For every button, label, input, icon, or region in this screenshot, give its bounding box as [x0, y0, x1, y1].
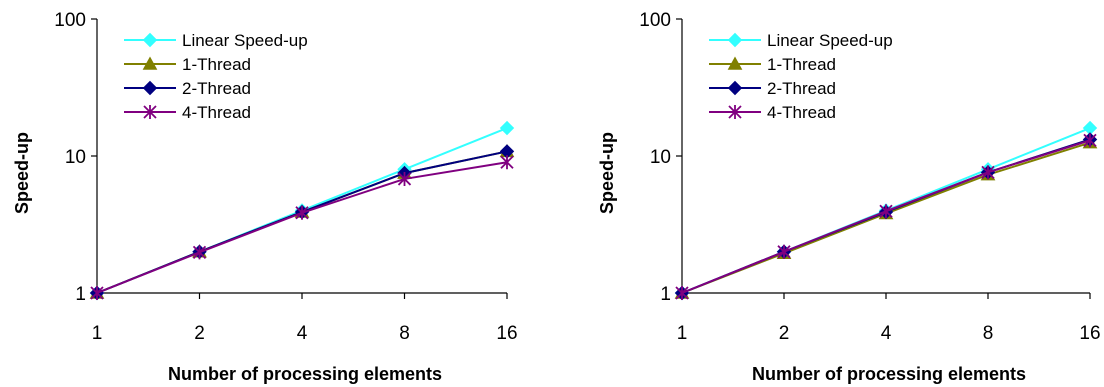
legend-marker — [727, 80, 743, 96]
y-tick-label: 10 — [650, 147, 671, 168]
chart-2: 1 10 100 1 2 4 8 16 Number of processing element… — [597, 10, 1101, 384]
data-point — [1083, 133, 1097, 148]
data-point — [90, 286, 104, 300]
x-axis-title: Number of processing elements — [752, 364, 1026, 384]
legend-label: 1-Thread — [182, 55, 251, 74]
x-tick-label: 1 — [677, 323, 688, 344]
x-tick-label: 8 — [399, 323, 410, 344]
legend-label: 1-Thread — [767, 55, 836, 74]
x-tick-label: 2 — [779, 323, 790, 344]
y-tick-label: 1 — [660, 284, 671, 305]
chart-1: 1 10 100 1 2 4 8 16 Number of processing element… — [12, 10, 518, 384]
data-point — [397, 171, 412, 186]
y-tick-label: 100 — [54, 10, 86, 31]
legend-label: Linear Speed-up — [182, 31, 308, 50]
legend-item: 1-Thread — [709, 55, 836, 74]
x-tick-label: 16 — [1079, 323, 1100, 344]
legend-label: 2-Thread — [767, 79, 836, 98]
legend-label: 4-Thread — [182, 103, 251, 122]
legend: Linear Speed-up 1-Thread 2-Thread 4-Thread — [124, 31, 308, 122]
legend-item: 2-Thread — [709, 79, 836, 98]
legend-marker — [728, 105, 742, 119]
legend-item: Linear Speed-up — [709, 31, 893, 50]
legend-marker — [143, 105, 157, 119]
x-tick-label: 1 — [92, 323, 103, 344]
x-tick-label: 2 — [194, 323, 205, 344]
legend-marker — [142, 80, 158, 96]
series-1-thread — [89, 143, 515, 299]
legend-marker — [727, 56, 743, 70]
data-point — [192, 245, 207, 260]
legend-marker — [142, 56, 158, 70]
legend-item: 2-Thread — [124, 79, 251, 98]
y-axis-title: Speed-up — [12, 132, 32, 214]
data-point — [499, 120, 515, 136]
y-axis-title: Speed-up — [597, 132, 617, 214]
legend-item: 1-Thread — [124, 55, 251, 74]
y-tick-label: 10 — [65, 147, 86, 168]
x-axis-title: Number of processing elements — [168, 364, 442, 384]
x-tick-label: 8 — [983, 323, 994, 344]
legend-item: 4-Thread — [709, 103, 836, 122]
x-tick-label: 16 — [496, 323, 517, 344]
series-line — [96, 161, 508, 294]
legend-marker — [727, 32, 743, 48]
y-tick-label: 1 — [75, 284, 86, 305]
y-tick-label: 100 — [639, 10, 671, 31]
legend-label: Linear Speed-up — [767, 31, 893, 50]
x-tick-label: 4 — [881, 323, 892, 344]
series-4-thread — [90, 155, 514, 300]
series-4-thread — [675, 133, 1097, 300]
data-point — [981, 165, 995, 180]
data-point — [777, 244, 791, 259]
data-point — [500, 155, 514, 170]
series-2-thread — [89, 144, 515, 301]
legend-label: 2-Thread — [182, 79, 251, 98]
data-point — [879, 204, 893, 219]
legend-item: Linear Speed-up — [124, 31, 308, 50]
data-point — [295, 205, 309, 220]
legend-label: 4-Thread — [767, 103, 836, 122]
data-point — [675, 286, 689, 300]
legend-item: 4-Thread — [124, 103, 251, 122]
legend: Linear Speed-up 1-Thread 2-Thread 4-Thread — [709, 31, 893, 122]
x-tick-label: 4 — [297, 323, 308, 344]
legend-marker — [142, 32, 158, 48]
